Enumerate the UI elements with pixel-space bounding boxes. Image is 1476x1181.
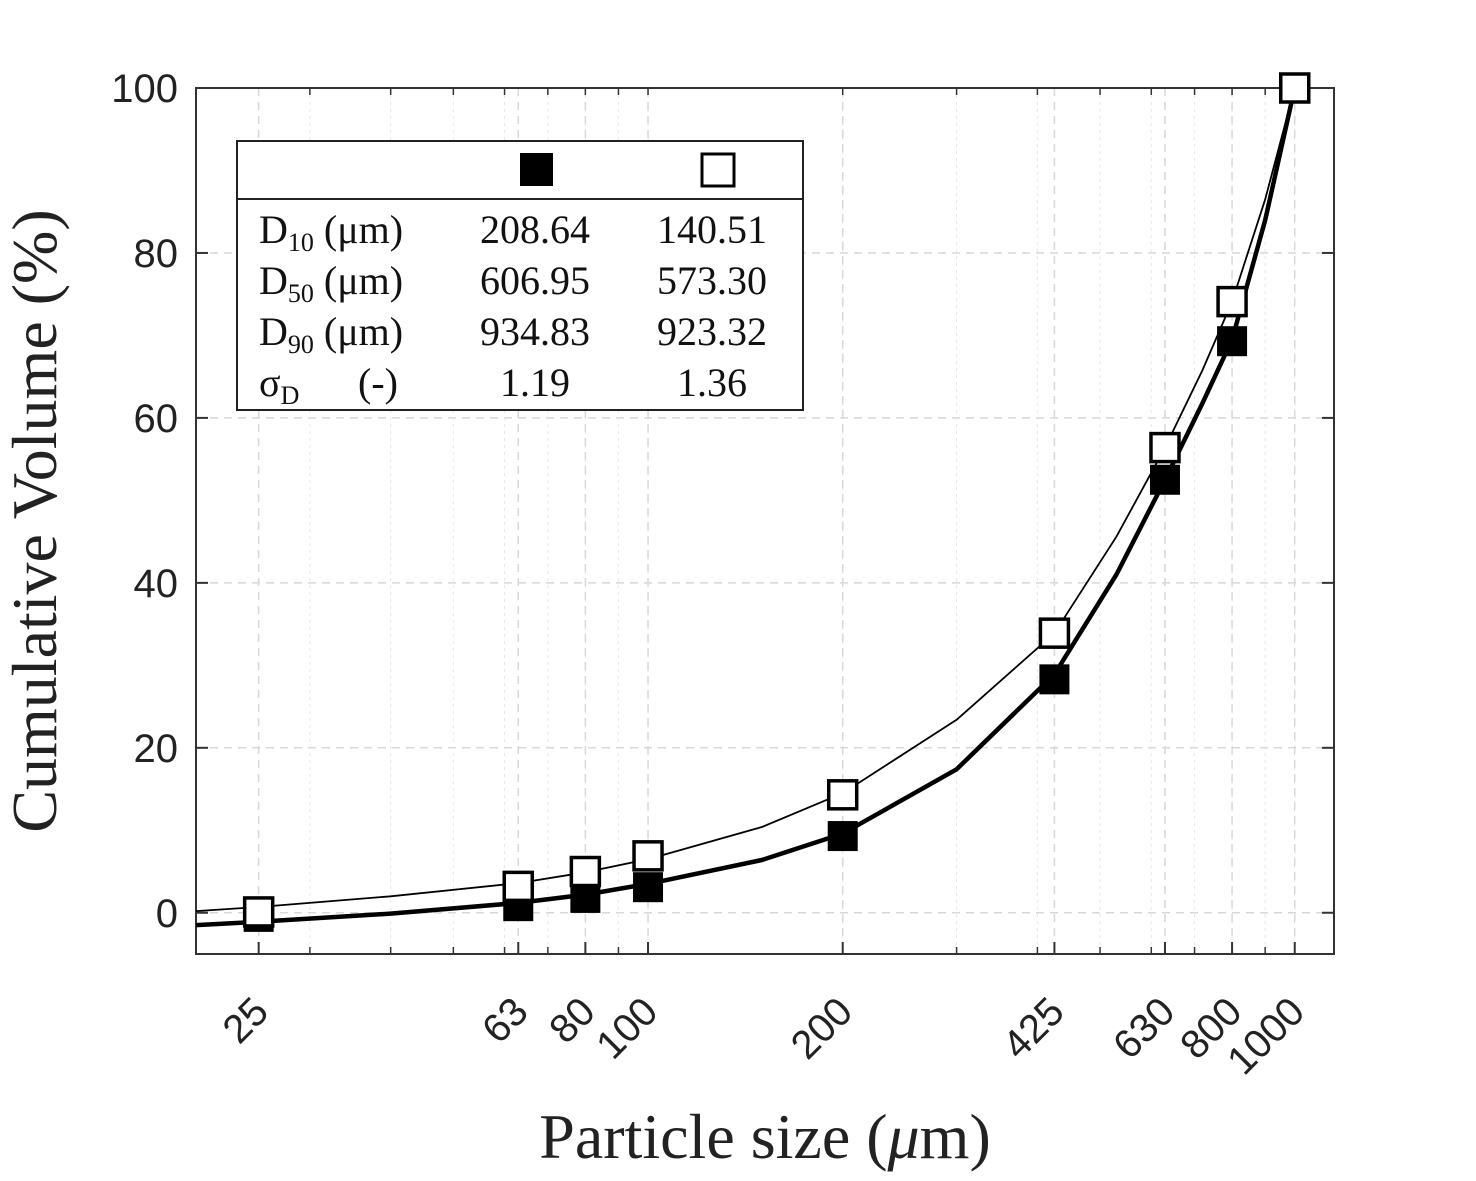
x-tick-label: 25 [214, 989, 277, 1052]
row-subscript: 10 [288, 228, 314, 257]
open-square-marker [1038, 617, 1071, 649]
x-tick-label: 200 [783, 989, 861, 1067]
open-square-marker [826, 779, 859, 811]
table-row-label: D90 (μm) [259, 309, 403, 359]
filled-square-marker [1217, 326, 1248, 357]
table-cell-open: 1.36 [677, 360, 747, 405]
y-axis: 0 20 40 60 80 100 [111, 67, 1334, 936]
x-tick-label: 630 [1105, 989, 1183, 1067]
row-symbol: D [259, 258, 288, 303]
y-tick-label: 60 [134, 397, 179, 441]
row-symbol: D [259, 309, 288, 354]
x-tick-label: 100 [588, 989, 666, 1067]
open-square-marker [1149, 431, 1181, 464]
open-square-marker [1216, 285, 1248, 318]
table-row-label: σD (-) [259, 360, 398, 410]
y-tick-label: 40 [134, 562, 179, 606]
filled-square-marker [827, 821, 858, 852]
filled-square-marker [1039, 664, 1070, 695]
x-tick-label: 425 [994, 989, 1072, 1067]
y-tick-label: 80 [134, 232, 179, 276]
table-row-label: D50 (μm) [259, 258, 403, 308]
open-square-marker [502, 870, 535, 903]
row-subscript: 50 [288, 279, 314, 308]
row-symbol: D [259, 207, 288, 252]
legend-open-square-icon [700, 152, 736, 188]
x-axis-label: Particle size (μm) [539, 1101, 991, 1172]
plot-area-frame [195, 87, 1335, 955]
row-unit: (μm) [314, 207, 403, 252]
data-markers [242, 72, 1311, 932]
table-cell-filled: 606.95 [480, 258, 590, 303]
legend-filled-square-icon [520, 153, 553, 186]
x-tick-label: 63 [474, 989, 537, 1052]
y-tick-label: 100 [111, 67, 178, 111]
filled-square-marker [633, 872, 664, 903]
y-tick-label: 20 [134, 727, 179, 771]
table-cell-filled: 208.64 [480, 207, 590, 252]
open-square-marker [242, 896, 275, 928]
table-cell-filled: 934.83 [480, 309, 590, 354]
table-row-label: D10 (μm) [259, 207, 403, 257]
row-symbol: σ [259, 360, 281, 405]
row-subscript: D [281, 381, 300, 410]
filled-square-marker [570, 882, 601, 913]
row-unit: (μm) [314, 309, 403, 354]
filled-square-marker [1149, 464, 1180, 495]
y-tick-label: 0 [156, 892, 178, 936]
open-square-marker [632, 840, 664, 872]
y-axis-label: Cumulative Volume (%) [0, 209, 70, 832]
table-cell-open: 573.30 [657, 258, 767, 303]
row-subscript: 90 [288, 330, 314, 359]
table-cell-open: 140.51 [657, 207, 767, 252]
open-square-marker [1278, 72, 1311, 104]
filled-fit-curve [195, 87, 1297, 928]
table-cell-open: 923.32 [657, 309, 767, 354]
row-unit: (-) [358, 360, 398, 405]
open-square-marker [569, 855, 602, 888]
row-unit: (μm) [314, 258, 403, 303]
table-cell-filled: 1.19 [500, 360, 570, 405]
